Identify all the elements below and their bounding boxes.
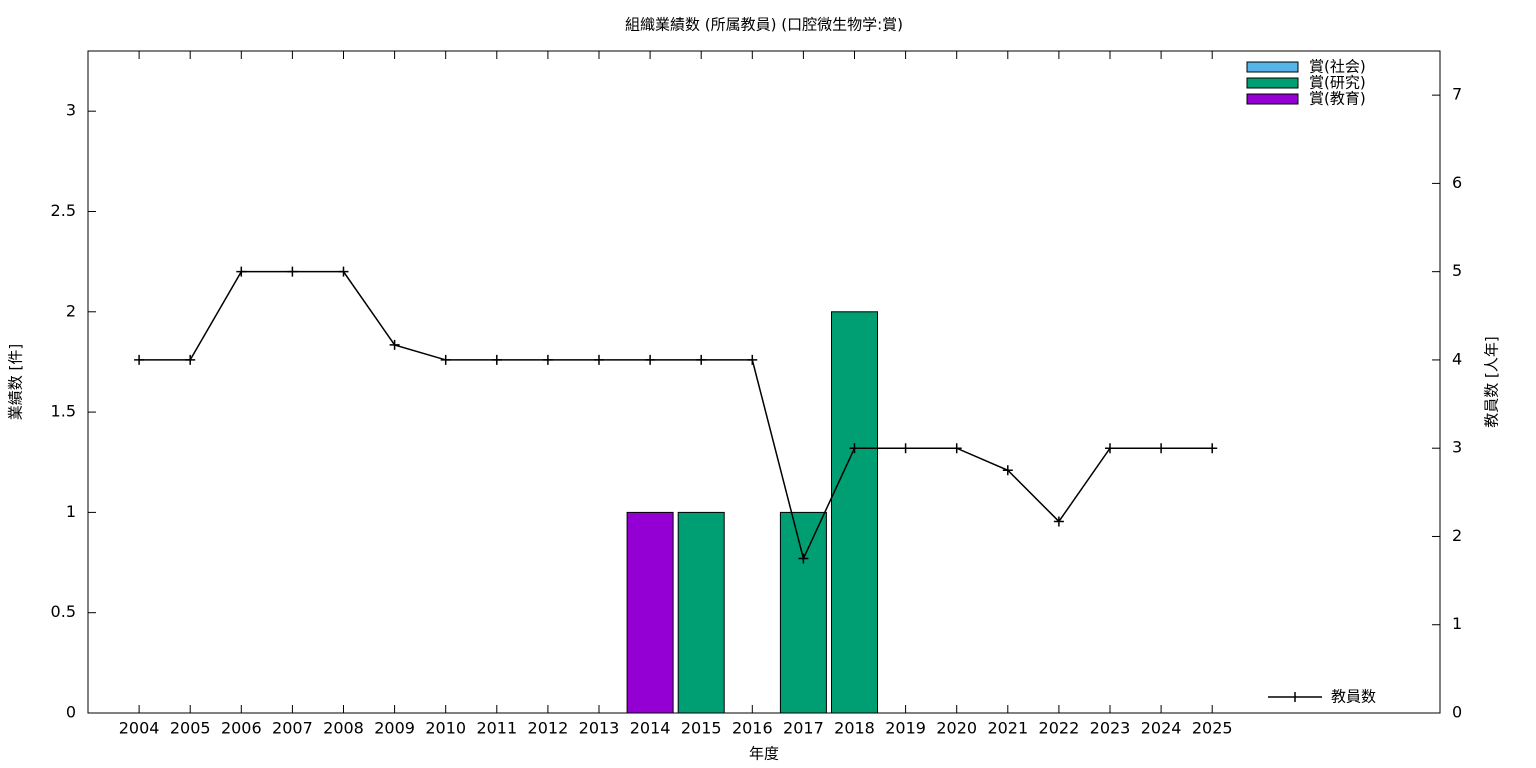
x-tick-label: 2007 xyxy=(272,719,313,738)
bar xyxy=(831,311,878,714)
bar xyxy=(677,511,725,714)
y2-tick-label: 0 xyxy=(1452,703,1462,722)
point xyxy=(338,266,349,277)
legend-swatch xyxy=(1246,93,1299,105)
legend-swatch xyxy=(1246,61,1299,73)
x-tick-label: 2022 xyxy=(1039,719,1080,738)
point xyxy=(389,339,400,350)
x-tick-label: 2017 xyxy=(783,719,824,738)
y2-axis-label: 教員数 [人年] xyxy=(1483,336,1501,427)
point xyxy=(696,354,707,365)
legend-label: 賞(教育) xyxy=(1309,90,1366,108)
x-tick-label: 2012 xyxy=(528,719,569,738)
plot-frame xyxy=(87,50,1441,714)
point xyxy=(849,443,860,454)
y2-tick-label: 1 xyxy=(1452,614,1462,633)
y-tick-label: 3 xyxy=(66,101,76,120)
y-tick-label: 0 xyxy=(66,703,76,722)
y-tick-label: 0.5 xyxy=(51,602,76,621)
point xyxy=(134,354,145,365)
legend-label: 教員数 xyxy=(1331,688,1376,706)
y2-tick-label: 3 xyxy=(1452,438,1462,457)
x-tick-label: 2025 xyxy=(1192,719,1233,738)
x-tick-label: 2020 xyxy=(936,719,977,738)
legend-label: 賞(社会) xyxy=(1309,58,1366,76)
x-tick-label: 2014 xyxy=(630,719,671,738)
y-tick-label: 2.5 xyxy=(51,201,76,220)
x-tick-label: 2005 xyxy=(170,719,211,738)
x-tick-label: 2018 xyxy=(834,719,875,738)
y-axis-label: 業績数 [件] xyxy=(7,344,25,420)
legend-label: 賞(研究) xyxy=(1309,74,1366,92)
point xyxy=(1053,516,1064,527)
bar xyxy=(779,511,827,714)
y-tick-label: 1.5 xyxy=(51,402,76,421)
y2-tick-label: 4 xyxy=(1452,349,1462,368)
x-tick-label: 2009 xyxy=(374,719,415,738)
point xyxy=(1207,443,1218,454)
x-tick-label: 2023 xyxy=(1090,719,1131,738)
x-tick-label: 2013 xyxy=(579,719,620,738)
x-tick-label: 2021 xyxy=(987,719,1028,738)
point xyxy=(951,443,962,454)
y2-tick-label: 6 xyxy=(1452,173,1462,192)
y2-tick-label: 7 xyxy=(1452,85,1462,104)
point xyxy=(1156,443,1167,454)
point xyxy=(236,266,247,277)
point xyxy=(440,354,451,365)
bar xyxy=(626,511,674,714)
point xyxy=(798,553,809,564)
point xyxy=(287,266,298,277)
point xyxy=(645,354,656,365)
y2-tick-label: 5 xyxy=(1452,261,1462,280)
point xyxy=(900,443,911,454)
line xyxy=(139,270,1213,561)
y2-tick-label: 2 xyxy=(1452,526,1462,545)
x-tick-label: 2008 xyxy=(323,719,364,738)
x-tick-label: 2010 xyxy=(425,719,466,738)
x-axis-label: 年度 xyxy=(749,745,779,763)
point xyxy=(1002,465,1013,476)
x-tick-label: 2006 xyxy=(221,719,262,738)
point xyxy=(594,354,604,365)
legend-line xyxy=(1268,692,1322,702)
x-tick-label: 2019 xyxy=(885,719,926,738)
x-tick-label: 2024 xyxy=(1141,719,1182,738)
point xyxy=(1105,443,1115,454)
point xyxy=(491,354,502,365)
legend-swatch xyxy=(1246,77,1299,89)
point xyxy=(747,354,758,365)
chart-title: 組織業績数 (所属教員) (口腔微生物学:賞) xyxy=(625,16,903,34)
x-tick-label: 2015 xyxy=(681,719,722,738)
point xyxy=(185,354,196,365)
point xyxy=(542,354,553,365)
x-tick-label: 2004 xyxy=(119,719,160,738)
y-tick-label: 1 xyxy=(66,502,76,521)
x-tick-label: 2016 xyxy=(732,719,773,738)
y-tick-label: 2 xyxy=(66,301,76,320)
x-tick-label: 2011 xyxy=(476,719,517,738)
